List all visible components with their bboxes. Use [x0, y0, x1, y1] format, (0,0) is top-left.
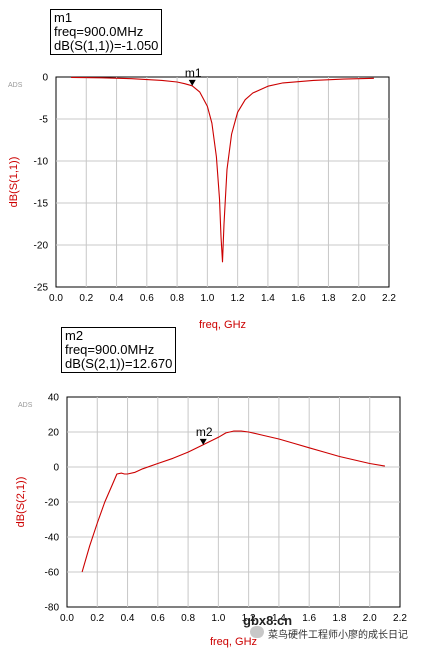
m2-readout-line-name: m2 — [65, 328, 84, 343]
m1-marker-triangle — [188, 79, 196, 86]
wechat-icon — [250, 626, 264, 638]
m1-readout-line-value: dB(S(1,1))=-1.050 — [54, 38, 159, 53]
s11-y-tick-label: -15 — [34, 199, 49, 210]
s21-x-tick-label: 0.2 — [90, 613, 104, 624]
s11-x-tick-label: 2.2 — [382, 293, 396, 304]
m1-readout-box: m1 freq=900.0MHz dB(S(1,1))=-1.050 — [50, 9, 163, 55]
s21-x-tick-label: 0.6 — [151, 613, 165, 624]
s21-plot: 0.0 0.2 0.4 0.6 0.8 1.0 1.2 1.4 1.6 1.8 2.0 2.2 40 20… — [15, 393, 407, 649]
s21-x-tick-label: 1.4 — [272, 613, 286, 624]
watermark-account: 菜鸟硬件工程师小廖的成长日记 — [268, 630, 408, 641]
s21-x-tick-label: 2.0 — [363, 613, 377, 624]
s11-y-tick-label: -20 — [34, 241, 49, 252]
m2-readout-line-value: dB(S(2,1))=12.670 — [65, 356, 173, 371]
s11-x-tick-label: 0.8 — [170, 293, 184, 304]
s21-x-tick-label: 2.2 — [393, 613, 407, 624]
s11-y-tick-label: 0 — [42, 73, 48, 84]
s11-ads-tag: ADS — [8, 82, 23, 89]
s21-x-tick-label: 1.6 — [302, 613, 316, 624]
s11-x-tick-label: 0.6 — [140, 293, 154, 304]
s11-x-tick-label: 1.8 — [322, 293, 336, 304]
s21-y-tick-label: -60 — [45, 568, 60, 579]
s21-y-tick-label: -80 — [45, 603, 60, 614]
s21-ads-tag: ADS — [18, 402, 33, 409]
s11-x-tick-label: 1.6 — [291, 293, 305, 304]
s11-x-tick-label: 1.0 — [200, 293, 214, 304]
s11-x-tick-label: 0.0 — [49, 293, 63, 304]
s11-series-line — [71, 76, 374, 263]
m1-readout-line-name: m1 — [54, 10, 73, 25]
s21-series-line — [81, 430, 385, 573]
s11-x-tick-label: 0.2 — [79, 293, 93, 304]
m2-marker-label: m2 — [196, 425, 213, 439]
s11-plot: 0.0 0.2 0.4 0.6 0.8 1.0 1.2 1.4 1.6 1.8 2.0 2.2 0 -5 -… — [8, 66, 396, 331]
s11-x-axis-label: freq, GHz — [199, 319, 246, 331]
watermark-site: gbx8.cn — [243, 613, 293, 628]
s21-x-tick-label: 1.0 — [211, 613, 225, 624]
m2-marker-triangle — [199, 438, 207, 445]
m1-marker-label: m1 — [185, 66, 202, 80]
s21-x-tick-label: 1.8 — [333, 613, 347, 624]
s21-x-tick-label: 0.8 — [181, 613, 195, 624]
m2-readout-box: m2 freq=900.0MHz dB(S(2,1))=12.670 — [61, 327, 177, 373]
s11-y-axis-label: dB(S(1,1)) — [8, 157, 20, 208]
s21-x-tick-label: 1.2 — [242, 613, 256, 624]
s21-y-tick-label: -20 — [45, 498, 60, 509]
s11-x-tick-label: 1.4 — [261, 293, 275, 304]
s11-y-tick-label: -10 — [34, 157, 49, 168]
s21-x-axis-label: freq, GHz — [210, 636, 257, 648]
s11-x-tick-label: 0.4 — [110, 293, 124, 304]
s11-x-tick-label: 1.2 — [231, 293, 245, 304]
s21-x-tick-label: 0.0 — [60, 613, 74, 624]
s21-y-tick-label: 20 — [48, 428, 60, 439]
s11-x-tick-label: 2.0 — [352, 293, 366, 304]
m2-readout-line-freq: freq=900.0MHz — [65, 342, 155, 357]
s21-x-tick-label: 0.4 — [121, 613, 135, 624]
s21-y-axis-label: dB(S(2,1)) — [15, 477, 27, 528]
s21-y-tick-label: -40 — [45, 533, 60, 544]
m1-readout-line-freq: freq=900.0MHz — [54, 24, 144, 39]
s21-y-tick-label: 40 — [48, 393, 60, 404]
s11-y-tick-label: -5 — [39, 115, 48, 126]
s21-y-tick-label: 0 — [53, 463, 59, 474]
s11-y-tick-label: -25 — [34, 283, 49, 294]
